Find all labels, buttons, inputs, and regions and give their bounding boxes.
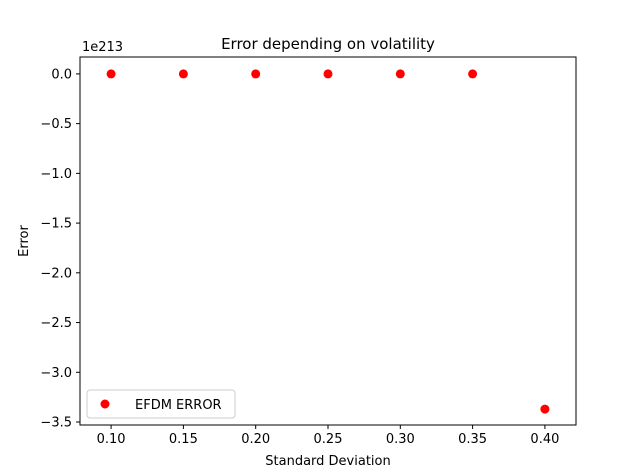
x-tick-label: 0.30 xyxy=(386,432,415,447)
data-point xyxy=(251,69,261,79)
x-axis-label: Standard Deviation xyxy=(265,454,390,469)
y-tick-label: −1.0 xyxy=(40,167,72,182)
data-point xyxy=(395,69,405,79)
y-tick-label: −2.0 xyxy=(40,266,72,281)
x-tick-label: 0.10 xyxy=(97,432,126,447)
y-tick-label: −1.5 xyxy=(40,217,72,232)
data-point xyxy=(106,69,116,79)
legend-marker xyxy=(100,399,110,409)
plot-area xyxy=(106,69,550,414)
y-tick-label: −3.5 xyxy=(40,416,72,431)
y-tick-label: 0.0 xyxy=(51,67,72,82)
data-point xyxy=(468,69,478,79)
y-axis-label: Error xyxy=(17,225,32,257)
y-axis-ticks: 0.0 −0.5 −1.0 −1.5 −2.0 −2.5 −3.0 −3.5 xyxy=(40,67,80,431)
x-tick-label: 0.35 xyxy=(458,432,487,447)
y-tick-label: −0.5 xyxy=(40,117,72,132)
data-point xyxy=(178,69,188,79)
legend-label: EFDM ERROR xyxy=(135,398,222,413)
x-tick-label: 0.15 xyxy=(169,432,198,447)
x-tick-label: 0.25 xyxy=(314,432,343,447)
legend-box xyxy=(86,389,236,419)
y-tick-label: −3.0 xyxy=(40,366,72,381)
legend: EFDM ERROR xyxy=(86,389,236,419)
x-axis-ticks: 0.10 0.15 0.20 0.25 0.30 0.35 0.40 xyxy=(97,425,559,447)
chart-title: Error depending on volatility xyxy=(221,35,435,53)
x-tick-label: 0.20 xyxy=(241,432,270,447)
data-point xyxy=(540,404,550,414)
y-tick-label: −2.5 xyxy=(40,316,72,331)
x-tick-label: 0.40 xyxy=(530,432,559,447)
y-axis-offset-text: 1e213 xyxy=(82,40,123,55)
data-point xyxy=(323,69,333,79)
